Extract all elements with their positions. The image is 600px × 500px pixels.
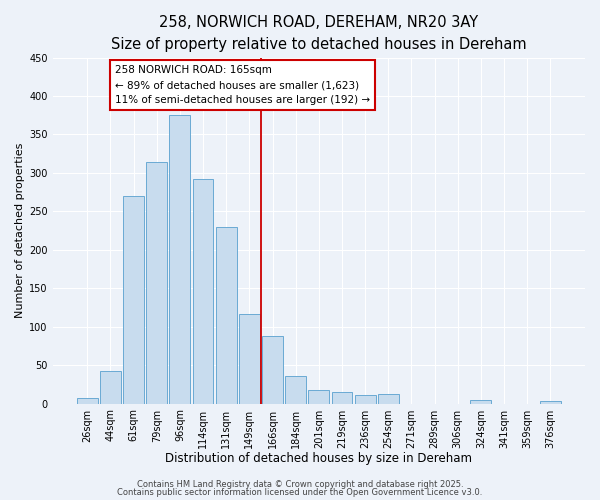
X-axis label: Distribution of detached houses by size in Dereham: Distribution of detached houses by size … bbox=[166, 452, 472, 465]
Bar bbox=[262, 336, 283, 404]
Text: Contains public sector information licensed under the Open Government Licence v3: Contains public sector information licen… bbox=[118, 488, 482, 497]
Bar bbox=[540, 402, 561, 404]
Bar bbox=[378, 394, 399, 404]
Bar bbox=[308, 390, 329, 404]
Bar bbox=[100, 372, 121, 404]
Bar bbox=[193, 179, 214, 404]
Bar bbox=[146, 162, 167, 404]
Bar bbox=[216, 226, 236, 404]
Bar bbox=[123, 196, 144, 404]
Text: 258 NORWICH ROAD: 165sqm
← 89% of detached houses are smaller (1,623)
11% of sem: 258 NORWICH ROAD: 165sqm ← 89% of detach… bbox=[115, 65, 370, 105]
Y-axis label: Number of detached properties: Number of detached properties bbox=[15, 143, 25, 318]
Bar bbox=[332, 392, 352, 404]
Title: 258, NORWICH ROAD, DEREHAM, NR20 3AY
Size of property relative to detached house: 258, NORWICH ROAD, DEREHAM, NR20 3AY Siz… bbox=[111, 15, 527, 52]
Bar bbox=[77, 398, 98, 404]
Bar bbox=[239, 314, 260, 404]
Bar bbox=[285, 376, 306, 404]
Bar bbox=[470, 400, 491, 404]
Text: Contains HM Land Registry data © Crown copyright and database right 2025.: Contains HM Land Registry data © Crown c… bbox=[137, 480, 463, 489]
Bar bbox=[355, 395, 376, 404]
Bar bbox=[169, 115, 190, 404]
